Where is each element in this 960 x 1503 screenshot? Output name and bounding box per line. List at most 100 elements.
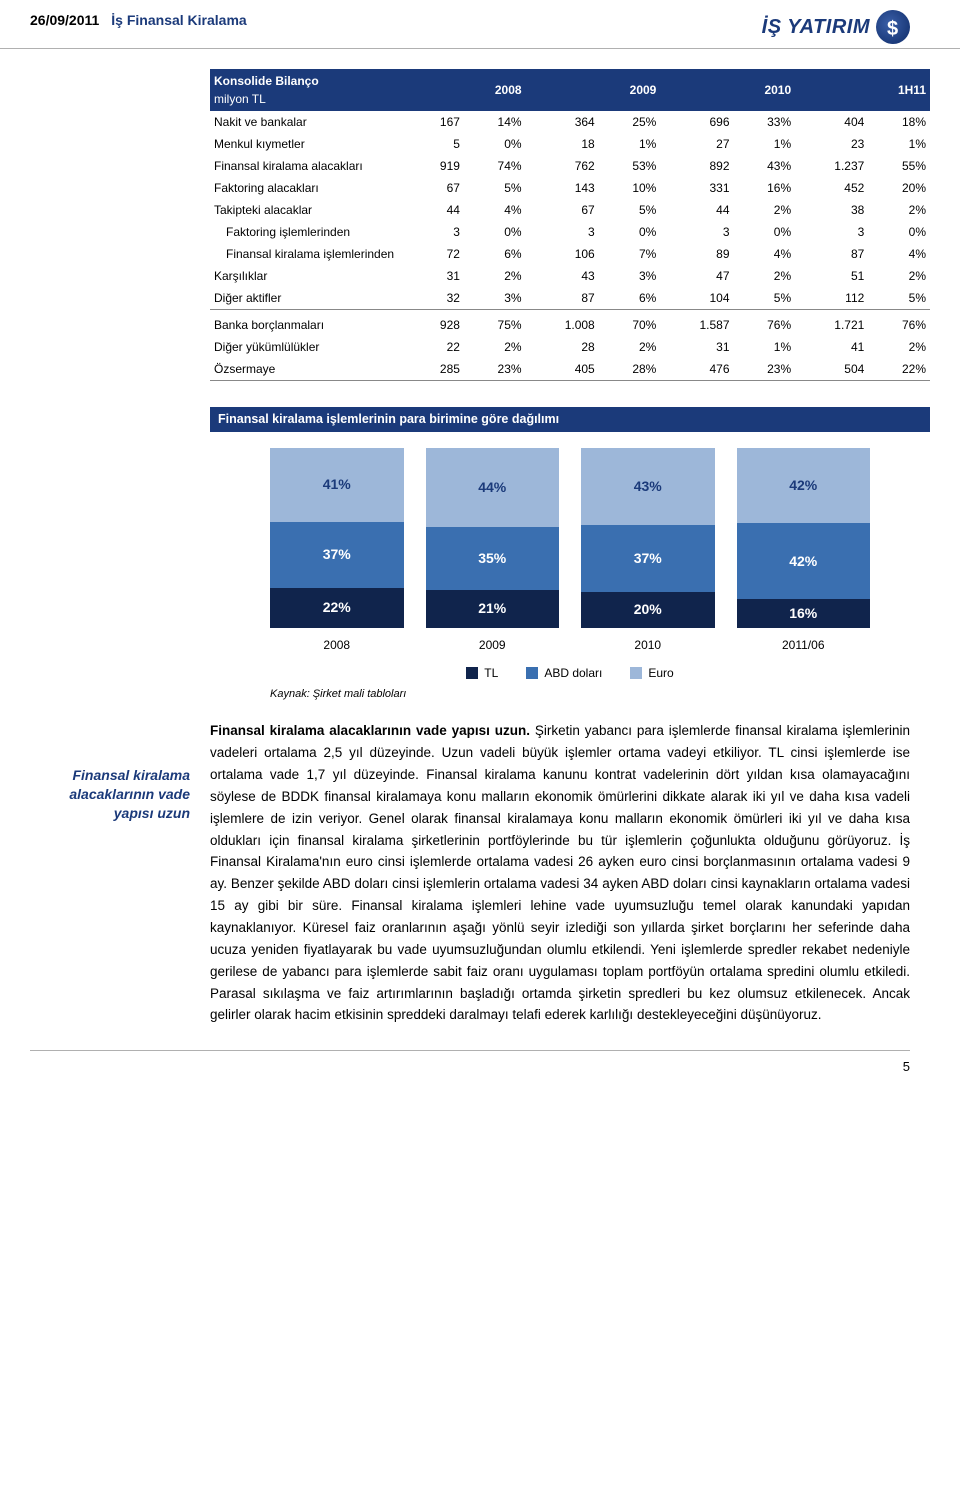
cell-value: 23% [734,358,796,381]
cell-value: 892 [660,155,733,177]
table-row: Faktoring işlemlerinden30%30%30%30% [210,221,930,243]
cell-value: 74% [464,155,526,177]
cell-value: 18% [868,111,930,133]
stacked-bar: 42%42%16% [737,448,871,628]
bar-segment-euro: 43% [581,448,715,525]
bar-segment-tl: 16% [737,599,871,628]
bar-segment-euro: 42% [737,448,871,524]
bar-segment-tl: 21% [426,590,560,628]
legend-label: TL [484,664,498,682]
cell-value: 72 [410,243,464,265]
cell-value: 53% [599,155,661,177]
cell-value: 89 [660,243,733,265]
cell-value: 3 [410,221,464,243]
cell-value: 28 [526,336,599,358]
balance-title-main: Konsolide Bilanço [214,72,406,90]
bar-segment-tl: 22% [270,588,404,628]
report-date: 26/09/2011 [30,10,99,31]
cell-value: 75% [464,310,526,337]
page-footer: 5 [30,1050,910,1077]
cell-value: 1.008 [526,310,599,337]
row-label: Finansal kiralama işlemlerinden [210,243,410,265]
cell-value: 5% [734,287,796,310]
row-label: Faktoring işlemlerinden [210,221,410,243]
row-label: Diğer yükümlülükler [210,336,410,358]
balance-header-row: Konsolide Bilanço milyon TL 2008 2009 20… [210,69,930,111]
cell-value: 331 [660,177,733,199]
cell-value: 76% [868,310,930,337]
cell-value: 87 [526,287,599,310]
table-row: Takipteki alacaklar444%675%442%382% [210,199,930,221]
row-label: Faktoring alacakları [210,177,410,199]
cell-value: 23% [464,358,526,381]
cell-value: 3 [795,221,868,243]
cell-value: 2% [868,336,930,358]
cell-value: 452 [795,177,868,199]
cell-value: 5 [410,133,464,155]
cell-value: 1% [599,133,661,155]
body-rest: Şirketin yabancı para işlemlerde finansa… [210,723,910,1022]
year-col: 2010 [660,69,795,111]
cell-value: 44 [660,199,733,221]
cell-value: 4% [734,243,796,265]
body-paragraph: Finansal kiralama alacaklarının vade yap… [210,720,910,1026]
stacked-bar-chart: 41%37%22%44%35%21%43%37%20%42%42%16% [270,448,870,628]
stacked-bar: 41%37%22% [270,448,404,628]
cell-value: 0% [464,133,526,155]
table-row: Banka borçlanmaları92875%1.00870%1.58776… [210,310,930,337]
table-row: Nakit ve bankalar16714%36425%69633%40418… [210,111,930,133]
cell-value: 1% [868,133,930,155]
chart-source: Kaynak: Şirket mali tabloları [270,686,910,703]
cell-value: 87 [795,243,868,265]
brand-name: İŞ YATIRIM [762,12,870,42]
cell-value: 4% [464,199,526,221]
legend-swatch [630,667,642,679]
cell-value: 43% [734,155,796,177]
legend-item-euro: Euro [630,664,673,682]
cell-value: 33% [734,111,796,133]
cell-value: 404 [795,111,868,133]
cell-value: 928 [410,310,464,337]
company-name: İş Finansal Kiralama [111,10,246,31]
cell-value: 104 [660,287,733,310]
cell-value: 2% [734,265,796,287]
cell-value: 51 [795,265,868,287]
cell-value: 143 [526,177,599,199]
table-row: Faktoring alacakları675%14310%33116%4522… [210,177,930,199]
cell-value: 364 [526,111,599,133]
cell-value: 1% [734,133,796,155]
cell-value: 4% [868,243,930,265]
table-row: Özsermaye28523%40528%47623%50422% [210,358,930,381]
cell-value: 2% [599,336,661,358]
balance-title-sub: milyon TL [214,90,406,108]
cell-value: 919 [410,155,464,177]
cell-value: 2% [868,199,930,221]
cell-value: 18 [526,133,599,155]
cell-value: 3% [599,265,661,287]
legend-item-usd: ABD doları [526,664,602,682]
cell-value: 2% [868,265,930,287]
bar-segment-tl: 20% [581,592,715,628]
cell-value: 31 [410,265,464,287]
page-number: 5 [903,1059,910,1074]
cell-value: 0% [599,221,661,243]
bar-segment-usd: 35% [426,527,560,590]
balance-table: Konsolide Bilanço milyon TL 2008 2009 20… [210,69,930,381]
cell-value: 43 [526,265,599,287]
cell-value: 2% [464,265,526,287]
page-header: 26/09/2011 İş Finansal Kiralama İŞ YATIR… [0,0,960,49]
table-row: Diğer aktifler323%876%1045%1125% [210,287,930,310]
cell-value: 3 [660,221,733,243]
cell-value: 55% [868,155,930,177]
cell-value: 28% [599,358,661,381]
cell-value: 0% [734,221,796,243]
balance-title: Konsolide Bilanço milyon TL [210,69,410,111]
cell-value: 10% [599,177,661,199]
year-col: 1H11 [795,69,930,111]
row-label: Diğer aktifler [210,287,410,310]
cell-value: 696 [660,111,733,133]
bar-segment-euro: 44% [426,448,560,527]
cell-value: 23 [795,133,868,155]
side-callout: Finansal kiralama alacaklarının vade yap… [50,720,190,1026]
bar-segment-usd: 37% [270,522,404,589]
